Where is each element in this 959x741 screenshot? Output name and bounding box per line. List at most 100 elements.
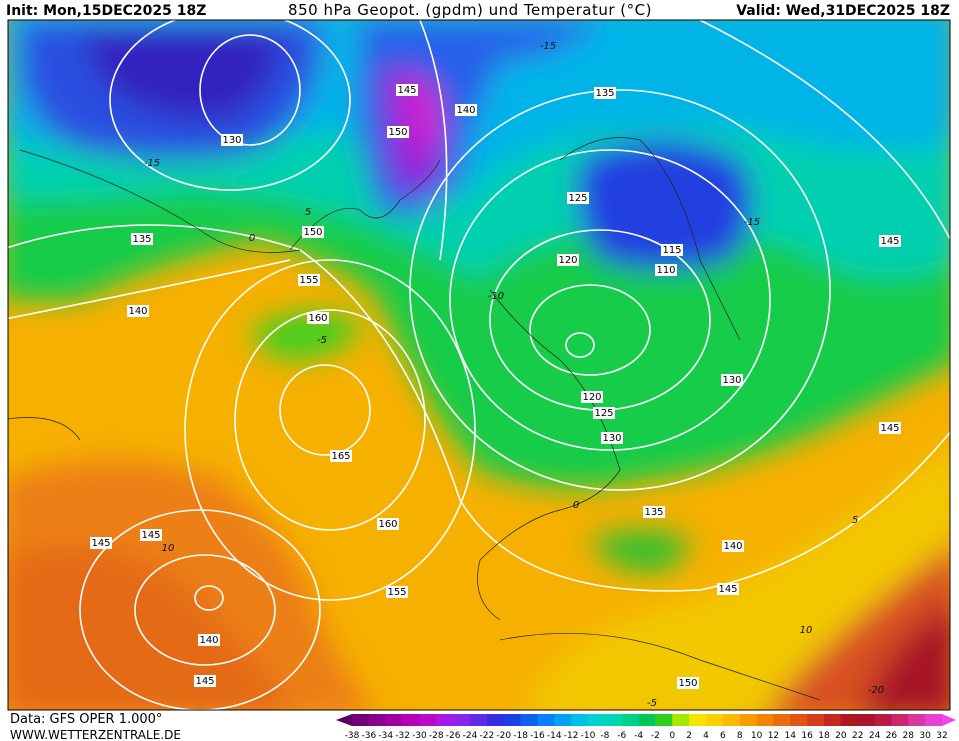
colorbar-label: -10 <box>581 731 596 741</box>
contour-label-box <box>221 134 243 146</box>
temperature-label: -15 <box>540 41 556 52</box>
contour-label: 135 <box>132 234 151 245</box>
contour-label-box <box>140 529 162 541</box>
colorbar-label: 12 <box>768 731 779 741</box>
contour-label: 140 <box>723 541 742 552</box>
colorbar-cell <box>756 714 774 726</box>
colorbar-label: 20 <box>835 731 847 741</box>
contour-label: 140 <box>128 306 147 317</box>
colorbar-cell <box>739 714 758 726</box>
contour-label-box <box>396 84 418 96</box>
contour-label: 135 <box>644 507 663 518</box>
colorbar-label: -38 <box>345 731 360 741</box>
colorbar-label: 32 <box>936 731 947 741</box>
colorbar-label: -22 <box>480 731 495 741</box>
colorbar-cell <box>672 714 690 726</box>
contour-label-box <box>198 634 220 646</box>
contour-label: 130 <box>722 375 741 386</box>
colorbar-label: 14 <box>785 731 797 741</box>
valid-time: Valid: Wed,31DEC2025 18Z <box>736 3 950 19</box>
colorbar-arrow <box>336 714 352 726</box>
contour-label-box <box>879 235 901 247</box>
colorbar-cell <box>638 714 656 726</box>
contour-label-box <box>386 586 408 598</box>
colorbar-cell <box>689 714 707 726</box>
temperature-label: -5 <box>647 698 657 709</box>
init-time: Init: Mon,15DEC2025 18Z <box>6 3 206 19</box>
contour-label-box <box>307 312 329 324</box>
temperature-label: -15 <box>144 158 160 169</box>
contour-label: 120 <box>558 255 577 266</box>
colorbar-label: -12 <box>564 731 579 741</box>
contour-label-box <box>131 233 153 245</box>
contour-label-box <box>661 244 683 256</box>
colorbar-cell <box>840 714 859 726</box>
contour-label-box <box>194 675 216 687</box>
colorbar-cell <box>486 714 505 726</box>
contour-label-box <box>601 432 623 444</box>
colorbar-cell <box>453 714 471 726</box>
colorbar-label: -28 <box>429 731 444 741</box>
colorbar-label: 8 <box>737 731 743 741</box>
coastlines <box>8 137 821 701</box>
contour-label: 115 <box>662 245 681 256</box>
colorbar-label: 24 <box>869 731 881 741</box>
colorbar-cell <box>857 714 876 726</box>
contour-label-box <box>302 226 324 238</box>
contour-label: 125 <box>594 408 613 419</box>
labels: 145 140 135 150 130 125 115 110 120 135 150 145 155 1… <box>90 41 901 709</box>
colorbar-label: 22 <box>852 731 863 741</box>
colorbar-label: 2 <box>686 731 692 741</box>
temperature-label: -5 <box>317 335 327 346</box>
colorbar-cell <box>908 714 926 726</box>
contour-label: 120 <box>582 392 601 403</box>
colorbar-cell <box>537 714 555 726</box>
contour-label: 160 <box>378 519 397 530</box>
colorbar-label: 16 <box>801 731 813 741</box>
colorbar-label: 26 <box>886 731 898 741</box>
contour-label: 110 <box>656 265 675 276</box>
colorbar-cell <box>925 714 943 726</box>
contour-label: 150 <box>388 127 407 138</box>
colorbar-cell <box>520 714 538 726</box>
colorbar-cell <box>807 714 825 726</box>
contour-label-box <box>655 264 677 276</box>
colorbar-cell <box>621 714 640 726</box>
contour-label: 140 <box>199 635 218 646</box>
contour-label: 155 <box>299 275 318 286</box>
colorbar-cell <box>588 714 606 726</box>
colorbar: -38 -36 -34 -32 -30 -28 -26 -24 -22 -20 -18 -16 -14-… <box>336 714 956 741</box>
colorbar-cell <box>470 714 488 726</box>
colorbar-cell <box>773 714 791 726</box>
contour-label-box <box>722 540 744 552</box>
colorbar-cell <box>436 714 454 726</box>
temperature-label: 10 <box>800 625 813 636</box>
temperature-label: -15 <box>744 217 760 228</box>
temperature-label: -10 <box>488 291 504 302</box>
colorbar-label: -34 <box>378 731 393 741</box>
temperature-label: -20 <box>868 685 884 696</box>
colorbar-cell <box>554 714 572 726</box>
colorbar-cell <box>503 714 522 726</box>
contour-label-box <box>377 518 399 530</box>
map-frame <box>7 19 951 711</box>
colorbar-label: -6 <box>617 731 626 741</box>
temperature-label: 0 <box>573 500 579 511</box>
contour-label: 145 <box>195 676 214 687</box>
colorbar-label: -30 <box>412 731 427 741</box>
contour-label: 150 <box>303 227 322 238</box>
colorbar-label: -4 <box>634 731 643 741</box>
colorbar-label: 10 <box>751 731 763 741</box>
colorbar-label: -36 <box>362 731 377 741</box>
contour-label: 145 <box>141 530 160 541</box>
colorbar-cell <box>402 714 420 726</box>
contour-label: 145 <box>397 85 416 96</box>
colorbar-cell <box>790 714 808 726</box>
colorbar-arrow <box>942 714 956 726</box>
colorbar-cell <box>571 714 589 726</box>
colorbar-label: -2 <box>651 731 660 741</box>
contour-label: 145 <box>880 423 899 434</box>
colorbar-label: -18 <box>513 731 528 741</box>
contour-label: 165 <box>331 451 350 462</box>
